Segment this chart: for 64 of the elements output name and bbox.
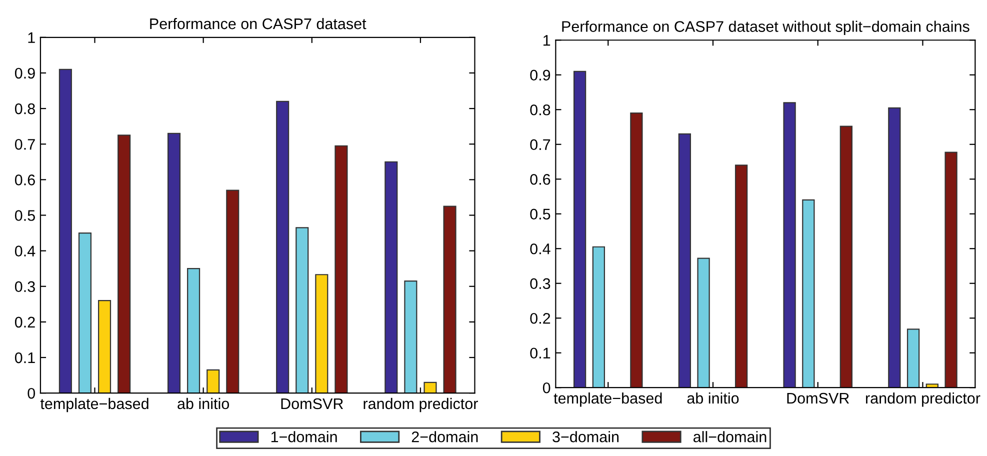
bar	[98, 300, 112, 394]
legend-label: 2−domain	[412, 431, 478, 442]
bar	[734, 164, 748, 388]
y-tick-label: 0.3	[14, 281, 35, 292]
bar	[167, 132, 181, 394]
bar	[802, 199, 815, 388]
y-tick-label: 0.5	[14, 210, 35, 221]
y-tick-label: 0.4	[530, 243, 550, 254]
x-tick-label: ab initio	[687, 392, 739, 404]
bar	[276, 100, 290, 394]
x-tick-label: DomSVR	[787, 392, 849, 404]
y-tick-label: 0.7	[530, 139, 550, 150]
bar	[888, 107, 901, 388]
y-tick-label: 0.1	[530, 348, 550, 359]
x-tick-label: random predictor	[866, 392, 980, 407]
bar	[206, 369, 220, 394]
bar	[58, 68, 72, 394]
x-tick-label: ab initio	[178, 398, 230, 410]
legend-label: 1−domain	[271, 431, 337, 442]
bar	[906, 328, 920, 388]
y-tick-label: 0	[542, 382, 550, 394]
y-tick-label: 1	[28, 32, 35, 43]
y-tick-label: 0.6	[530, 174, 550, 185]
bar	[697, 258, 710, 388]
y-tick-label: 1	[543, 35, 550, 46]
bar	[630, 112, 643, 388]
x-tick-label: template−based	[554, 392, 662, 407]
bar	[334, 145, 348, 394]
legend-label: 3−domain	[552, 431, 619, 442]
bar	[315, 274, 328, 394]
y-tick-label: 0.3	[530, 278, 550, 290]
bar	[226, 190, 240, 394]
bar	[424, 382, 437, 394]
x-tick-label: DomSVR	[281, 398, 344, 410]
y-tick-label: 0.4	[14, 246, 36, 256]
bar	[592, 246, 605, 388]
bar	[187, 268, 200, 394]
y-tick-label: 0.8	[530, 104, 550, 116]
x-tick-label: random predictor	[364, 398, 478, 412]
bar	[118, 134, 131, 394]
bar	[573, 70, 586, 388]
bar	[840, 126, 852, 388]
y-tick-label: 0.9	[14, 68, 35, 79]
y-tick-label: 0.6	[14, 174, 35, 186]
bar	[783, 102, 796, 388]
y-tick-label: 0.5	[530, 208, 550, 220]
y-tick-label: 0.2	[530, 312, 550, 324]
bar	[404, 280, 418, 394]
bar	[296, 227, 309, 394]
y-tick-label: 0.1	[14, 352, 35, 364]
y-tick-label: 0.7	[14, 138, 35, 150]
y-tick-label: 0	[28, 388, 36, 399]
y-tick-label: 0.2	[14, 316, 35, 328]
y-tick-label: 0.9	[530, 70, 550, 81]
x-tick-label: template−based	[40, 398, 148, 412]
bar	[944, 152, 958, 388]
bar	[678, 133, 691, 388]
bar	[78, 232, 92, 394]
bar	[384, 161, 398, 394]
chart-title: Performance on CASP7 dataset without split−domain chains	[562, 20, 970, 35]
y-tick-label: 0.8	[14, 103, 35, 114]
legend-label: all−domain	[693, 431, 766, 442]
bar	[443, 206, 456, 394]
chart-title: Performance on CASP7 dataset	[150, 18, 366, 30]
